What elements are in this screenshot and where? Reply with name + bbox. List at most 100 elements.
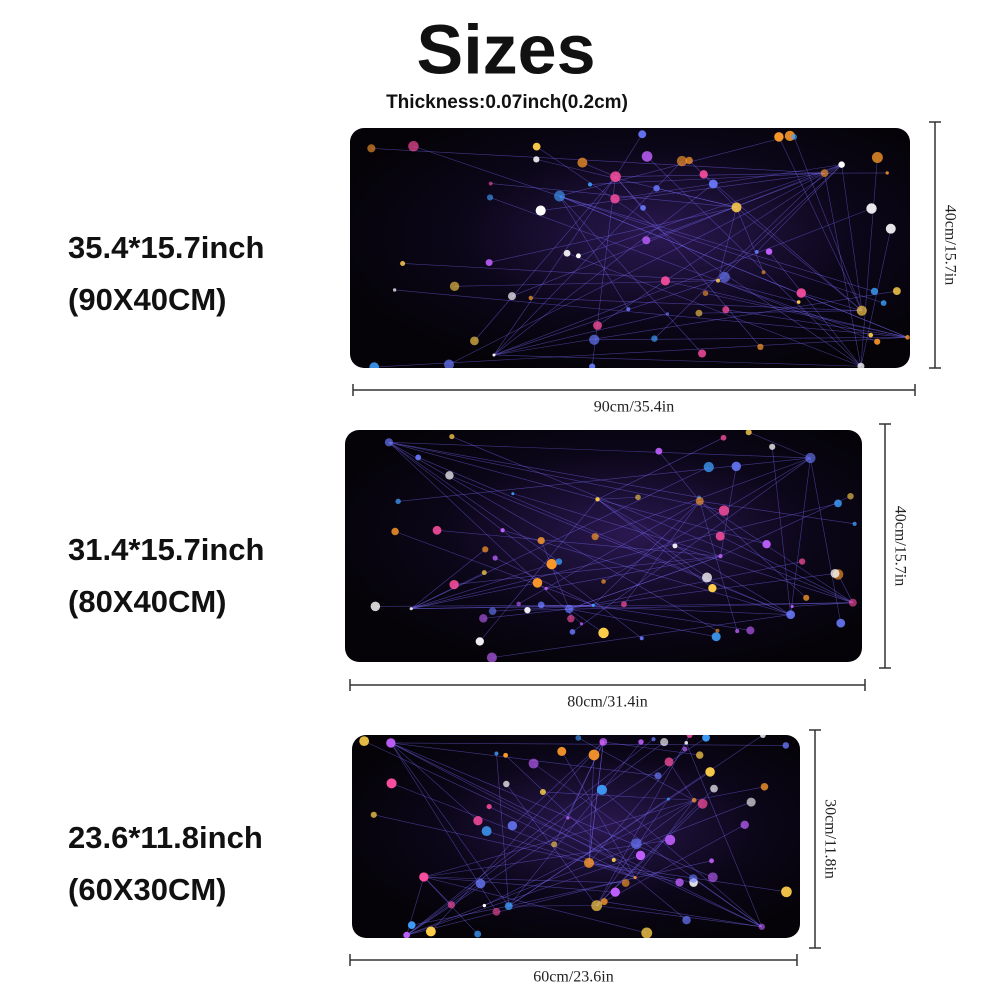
light-dot <box>660 276 671 286</box>
light-dot <box>503 752 509 758</box>
network-link <box>508 735 764 907</box>
size-cm-label: (60X30CM) <box>68 872 227 907</box>
light-dot <box>370 811 377 818</box>
network-link <box>390 742 614 861</box>
light-dot <box>762 540 771 549</box>
network-link <box>665 280 908 338</box>
network-link <box>685 742 763 927</box>
light-dot <box>486 804 492 810</box>
light-dot <box>486 194 494 201</box>
light-dot <box>691 797 697 803</box>
light-dot <box>791 133 798 140</box>
network-link <box>512 741 604 826</box>
light-dot <box>786 610 796 619</box>
light-dot <box>664 757 674 767</box>
light-dot <box>711 632 721 642</box>
network-link <box>505 755 636 878</box>
network-link <box>597 164 842 326</box>
light-dot <box>715 628 720 633</box>
light-dot <box>391 527 399 536</box>
light-dot <box>481 826 492 837</box>
network-link <box>588 748 686 864</box>
light-dot <box>798 558 806 565</box>
light-dot <box>852 521 857 526</box>
light-dot <box>642 236 651 245</box>
light-dot <box>384 438 394 447</box>
light-dot <box>702 735 710 742</box>
network-link <box>693 878 763 928</box>
network-link <box>615 134 643 177</box>
network-link <box>406 737 707 936</box>
light-dot <box>745 430 752 436</box>
light-dot <box>500 528 505 533</box>
network-link <box>394 531 594 606</box>
light-dot <box>554 190 565 202</box>
light-dot <box>803 594 810 601</box>
light-dot <box>820 169 829 178</box>
height-label: 40cm/15.7in <box>891 506 908 586</box>
network-link <box>756 164 842 253</box>
light-dot <box>640 204 646 211</box>
network-link <box>591 176 616 367</box>
network-link <box>860 228 892 367</box>
network-link <box>518 500 700 605</box>
light-dot <box>589 334 600 345</box>
width-label: 90cm/35.4in <box>594 399 674 416</box>
network-link <box>658 451 700 502</box>
light-dot <box>790 604 794 609</box>
network-link <box>604 901 762 928</box>
network-link <box>699 500 855 525</box>
network-link <box>390 742 659 777</box>
network-link <box>391 783 636 878</box>
mousepad-image <box>350 128 910 368</box>
light-dot <box>370 601 381 612</box>
light-dot <box>524 606 531 614</box>
light-dot <box>432 525 442 535</box>
network-link <box>530 297 862 311</box>
light-dot <box>707 872 718 883</box>
network-art <box>367 130 910 368</box>
network-link <box>423 876 647 934</box>
network-link <box>837 574 854 603</box>
light-dot <box>695 751 704 759</box>
light-dot <box>621 601 627 608</box>
network-link <box>448 164 842 365</box>
light-dot <box>805 452 816 464</box>
light-dot <box>588 749 600 761</box>
network-link <box>388 442 560 562</box>
network-link <box>423 876 616 893</box>
light-dot <box>655 447 663 455</box>
network-link <box>559 195 875 292</box>
light-dot <box>740 820 749 830</box>
size-inch-label: 23.6*11.8inch <box>68 820 263 855</box>
network-link <box>717 280 878 343</box>
light-dot <box>407 921 416 929</box>
network-link <box>423 799 695 878</box>
network-link <box>489 197 719 281</box>
light-dot <box>535 205 546 216</box>
light-dot <box>698 349 707 358</box>
network-link <box>597 499 708 578</box>
light-dot <box>395 498 401 505</box>
network-art <box>359 735 792 938</box>
network-link <box>388 442 642 639</box>
network-link <box>614 164 842 200</box>
light-dot <box>475 637 484 646</box>
network-link <box>449 475 791 615</box>
light-dot <box>769 443 776 450</box>
light-dot <box>528 758 539 769</box>
light-dot <box>486 652 497 662</box>
light-dot <box>367 144 376 153</box>
size-inch-label: 35.4*15.7inch <box>68 230 264 265</box>
network-link <box>493 160 683 356</box>
light-dot <box>774 132 784 142</box>
light-dot <box>715 531 725 541</box>
network-link <box>502 529 791 615</box>
light-dot <box>610 887 620 897</box>
light-dot <box>665 834 676 846</box>
network-link <box>390 742 762 928</box>
light-dot <box>666 797 670 801</box>
light-dot <box>516 601 521 607</box>
network-link <box>778 136 863 311</box>
light-dot <box>488 607 497 615</box>
